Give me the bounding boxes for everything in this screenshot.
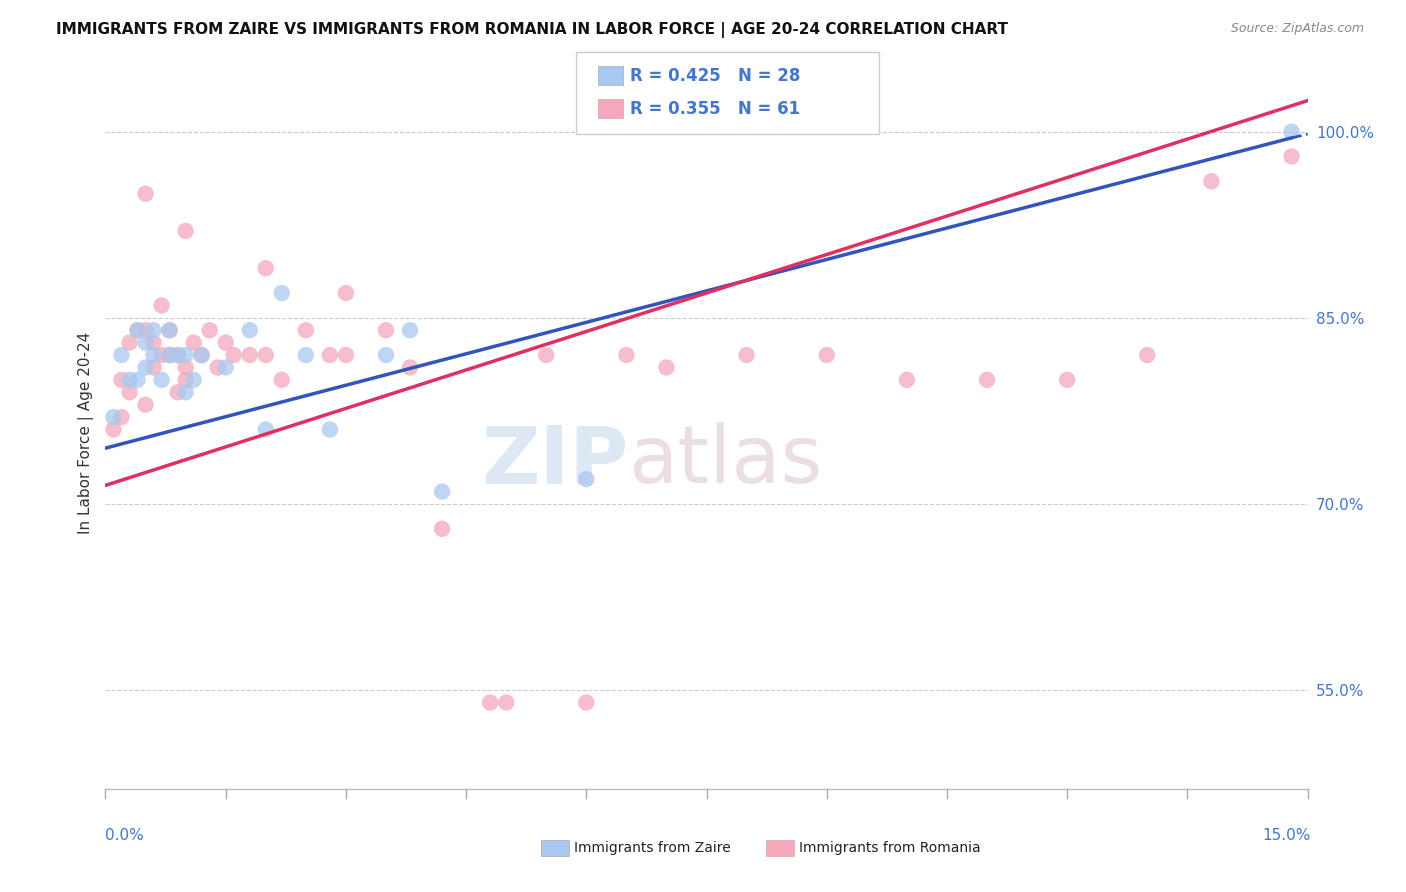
- Point: [198, 323, 221, 337]
- Point: [374, 348, 398, 362]
- Text: Source: ZipAtlas.com: Source: ZipAtlas.com: [1230, 22, 1364, 36]
- Point: [174, 224, 197, 238]
- Text: 0.0%: 0.0%: [105, 828, 145, 843]
- Point: [135, 398, 157, 412]
- Point: [159, 348, 181, 362]
- Point: [1056, 373, 1078, 387]
- Point: [1136, 348, 1159, 362]
- Point: [735, 348, 758, 362]
- Point: [534, 348, 557, 362]
- Point: [103, 423, 125, 437]
- Point: [174, 373, 197, 387]
- Point: [295, 323, 318, 337]
- Point: [319, 423, 342, 437]
- Point: [142, 335, 165, 350]
- Point: [135, 323, 157, 337]
- Text: 15.0%: 15.0%: [1263, 828, 1310, 843]
- Point: [135, 335, 157, 350]
- Point: [110, 410, 132, 425]
- Point: [142, 323, 165, 337]
- Point: [110, 348, 132, 362]
- Point: [254, 348, 277, 362]
- Point: [1281, 149, 1303, 163]
- Point: [150, 373, 173, 387]
- Text: IMMIGRANTS FROM ZAIRE VS IMMIGRANTS FROM ROMANIA IN LABOR FORCE | AGE 20-24 CORR: IMMIGRANTS FROM ZAIRE VS IMMIGRANTS FROM…: [56, 22, 1008, 38]
- Point: [270, 285, 292, 300]
- Point: [142, 348, 165, 362]
- Point: [254, 423, 277, 437]
- Point: [110, 373, 132, 387]
- Point: [1201, 174, 1223, 188]
- Point: [575, 696, 598, 710]
- Point: [575, 472, 598, 486]
- Point: [214, 360, 236, 375]
- Point: [374, 323, 398, 337]
- Point: [319, 348, 342, 362]
- Point: [118, 373, 141, 387]
- Point: [399, 323, 422, 337]
- Point: [166, 348, 188, 362]
- Point: [183, 335, 205, 350]
- Text: R = 0.425   N = 28: R = 0.425 N = 28: [630, 67, 800, 85]
- Point: [295, 348, 318, 362]
- Point: [118, 335, 141, 350]
- Y-axis label: In Labor Force | Age 20-24: In Labor Force | Age 20-24: [79, 332, 94, 533]
- Point: [127, 373, 149, 387]
- Point: [655, 360, 678, 375]
- Point: [166, 348, 188, 362]
- Point: [616, 348, 638, 362]
- Point: [166, 385, 188, 400]
- Point: [399, 360, 422, 375]
- Point: [239, 323, 262, 337]
- Point: [254, 261, 277, 276]
- Text: Immigrants from Romania: Immigrants from Romania: [799, 841, 980, 855]
- Point: [127, 323, 149, 337]
- Point: [118, 385, 141, 400]
- Point: [135, 186, 157, 201]
- Point: [222, 348, 245, 362]
- Point: [430, 484, 453, 499]
- Point: [135, 360, 157, 375]
- Point: [174, 348, 197, 362]
- Point: [976, 373, 998, 387]
- Point: [335, 348, 357, 362]
- Point: [150, 348, 173, 362]
- Point: [159, 348, 181, 362]
- Point: [239, 348, 262, 362]
- Point: [142, 360, 165, 375]
- Point: [214, 335, 236, 350]
- Point: [335, 285, 357, 300]
- Point: [207, 360, 229, 375]
- Text: R = 0.355   N = 61: R = 0.355 N = 61: [630, 100, 800, 118]
- Point: [159, 323, 181, 337]
- Point: [174, 385, 197, 400]
- Point: [127, 323, 149, 337]
- Point: [815, 348, 838, 362]
- Point: [896, 373, 918, 387]
- Point: [190, 348, 212, 362]
- Point: [495, 696, 517, 710]
- Point: [190, 348, 212, 362]
- Text: atlas: atlas: [628, 422, 823, 500]
- Text: ZIP: ZIP: [481, 422, 628, 500]
- Point: [159, 323, 181, 337]
- Point: [174, 360, 197, 375]
- Point: [183, 373, 205, 387]
- Point: [103, 410, 125, 425]
- Point: [1281, 125, 1303, 139]
- Point: [150, 298, 173, 312]
- Text: Immigrants from Zaire: Immigrants from Zaire: [574, 841, 730, 855]
- Point: [479, 696, 502, 710]
- Point: [430, 522, 453, 536]
- Point: [270, 373, 292, 387]
